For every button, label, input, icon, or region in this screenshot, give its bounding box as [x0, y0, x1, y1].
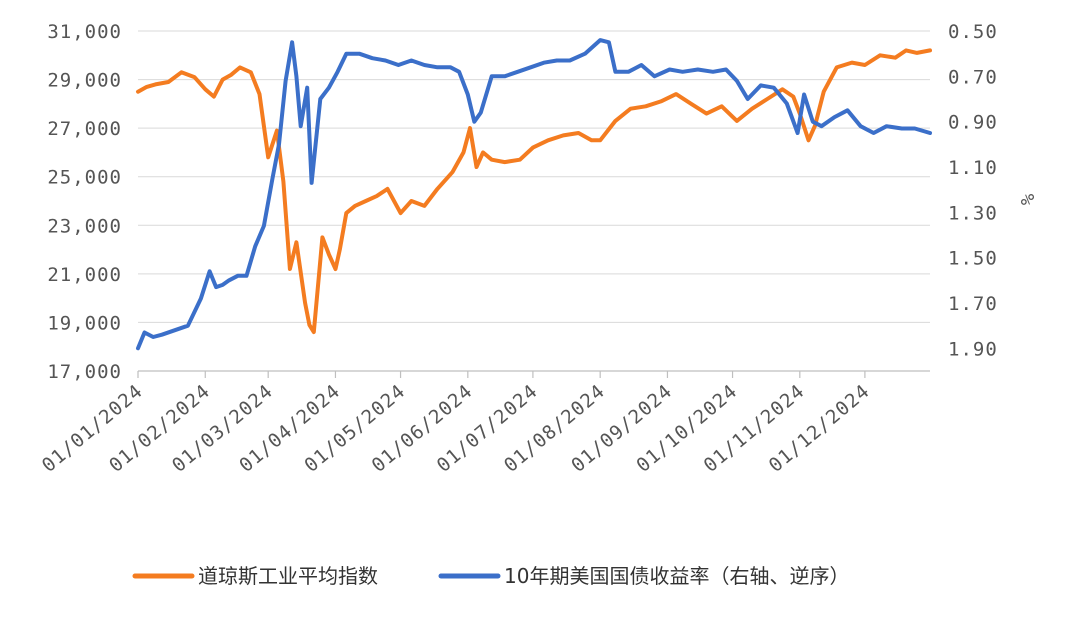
left-tick-label: 25,000 [47, 167, 122, 189]
left-tick-label: 19,000 [47, 312, 122, 334]
legend-label-1: 道琼斯工业平均指数 [198, 564, 378, 588]
right-tick-label: 1.90 [948, 338, 998, 360]
gridlines [138, 30, 930, 323]
series-line-1 [136, 48, 932, 335]
right-axis-unit-label: % [1016, 194, 1038, 206]
right-tick-label: 0.90 [948, 112, 998, 134]
left-tick-label: 27,000 [47, 118, 122, 140]
series-layer [136, 38, 932, 351]
left-tick-label: 31,000 [47, 21, 122, 43]
right-tick-label: 0.50 [948, 21, 998, 43]
right-tick-label: 1.50 [948, 248, 998, 270]
x-axis-ticks: 01/01/202401/02/202401/03/202401/04/2024… [38, 371, 874, 477]
left-tick-label: 17,000 [47, 361, 122, 383]
right-tick-label: 0.70 [948, 66, 998, 88]
right-tick-label: 1.30 [948, 202, 998, 224]
left-tick-label: 21,000 [47, 264, 122, 286]
series-line-2 [136, 38, 932, 351]
right-tick-label: 1.70 [948, 293, 998, 315]
right-axis-ticks: 0.50 0.70 0.90 1.10 1.30 1.50 1.70 1.90 [948, 21, 998, 360]
legend-label-2: 10年期美国国债收益率（右轴、逆序） [504, 564, 849, 588]
left-tick-label: 23,000 [47, 215, 122, 237]
left-axis-ticks: 17,000 19,000 21,000 23,000 25,000 27,000 29,0… [47, 21, 122, 383]
left-tick-label: 29,000 [47, 70, 122, 92]
legend: 道琼斯工业平均指数 10年期美国国债收益率（右轴、逆序） [132, 564, 849, 588]
right-tick-label: 1.10 [948, 157, 998, 179]
